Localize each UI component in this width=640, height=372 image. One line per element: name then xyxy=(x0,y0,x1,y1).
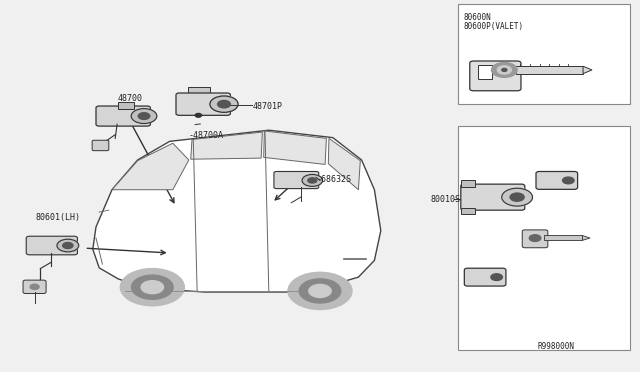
Circle shape xyxy=(141,280,164,294)
Circle shape xyxy=(497,66,511,74)
Text: R998000N: R998000N xyxy=(538,342,575,351)
Circle shape xyxy=(132,275,173,299)
FancyBboxPatch shape xyxy=(465,268,506,286)
Circle shape xyxy=(210,96,238,112)
FancyBboxPatch shape xyxy=(92,140,109,151)
Text: 48701P: 48701P xyxy=(253,102,283,110)
Text: 80600P(VALET): 80600P(VALET) xyxy=(463,22,524,31)
FancyBboxPatch shape xyxy=(274,171,319,189)
Circle shape xyxy=(218,100,230,108)
Text: -48700A: -48700A xyxy=(189,131,224,140)
FancyBboxPatch shape xyxy=(23,280,46,294)
FancyBboxPatch shape xyxy=(470,61,521,91)
Polygon shape xyxy=(112,143,189,190)
Polygon shape xyxy=(582,235,590,240)
Bar xyxy=(478,65,492,79)
FancyBboxPatch shape xyxy=(176,93,230,115)
Circle shape xyxy=(529,235,541,241)
Circle shape xyxy=(510,193,524,201)
Circle shape xyxy=(502,68,507,71)
FancyBboxPatch shape xyxy=(96,106,150,126)
Circle shape xyxy=(563,177,574,184)
Text: 48700: 48700 xyxy=(117,94,142,103)
Text: 80601(LH): 80601(LH) xyxy=(35,213,80,222)
Circle shape xyxy=(302,174,323,186)
Circle shape xyxy=(138,113,150,119)
Circle shape xyxy=(502,188,532,206)
Bar xyxy=(461,180,475,187)
Circle shape xyxy=(300,279,341,303)
Bar xyxy=(461,208,475,214)
Text: 80600N: 80600N xyxy=(463,13,491,22)
Bar xyxy=(544,235,582,240)
Circle shape xyxy=(63,243,73,248)
Circle shape xyxy=(195,113,202,117)
Polygon shape xyxy=(264,131,326,164)
FancyBboxPatch shape xyxy=(522,230,548,248)
Circle shape xyxy=(120,269,184,306)
FancyBboxPatch shape xyxy=(26,236,77,255)
Polygon shape xyxy=(583,66,592,74)
Polygon shape xyxy=(93,130,381,292)
Bar xyxy=(516,66,583,74)
Circle shape xyxy=(288,272,352,310)
Circle shape xyxy=(30,284,39,289)
Polygon shape xyxy=(328,138,360,190)
Circle shape xyxy=(308,178,317,183)
Bar xyxy=(118,102,134,109)
Bar xyxy=(458,126,630,350)
FancyBboxPatch shape xyxy=(461,184,525,210)
Circle shape xyxy=(309,284,332,298)
Text: -68632S: -68632S xyxy=(317,175,352,184)
Circle shape xyxy=(491,274,502,280)
Text: 80010S: 80010S xyxy=(430,195,460,203)
Bar xyxy=(188,87,210,96)
Circle shape xyxy=(492,62,517,77)
Polygon shape xyxy=(191,132,262,159)
Circle shape xyxy=(131,109,157,124)
FancyBboxPatch shape xyxy=(536,171,578,189)
Bar xyxy=(458,4,630,104)
Circle shape xyxy=(57,239,79,252)
